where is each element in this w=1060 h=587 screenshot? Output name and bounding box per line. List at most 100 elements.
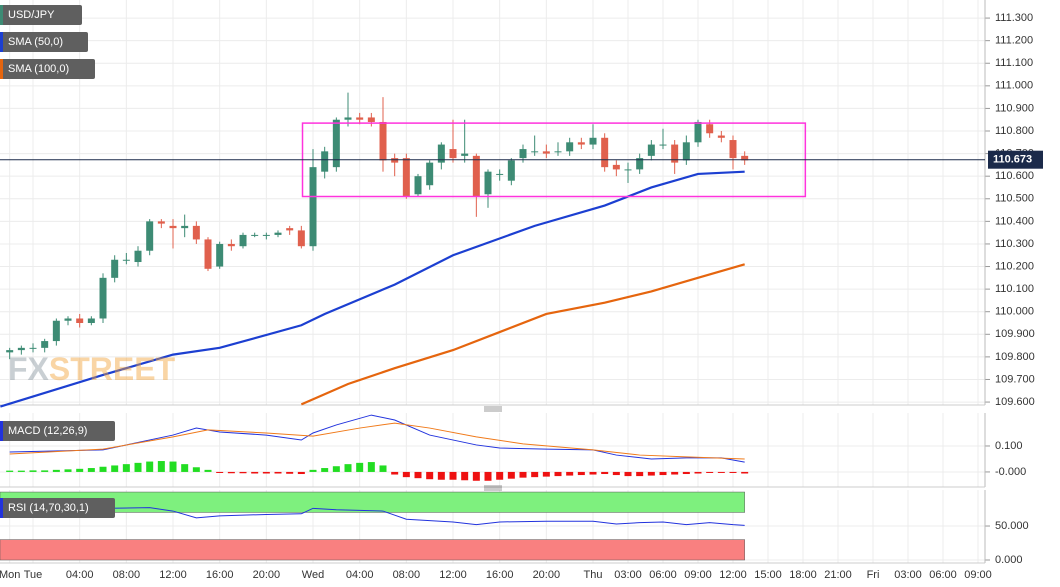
candle-body — [577, 142, 585, 145]
histogram-bar — [134, 462, 142, 472]
candle-body — [402, 158, 410, 197]
candle-body — [41, 341, 49, 348]
candle-body — [332, 119, 340, 168]
candle-body — [274, 232, 282, 235]
candle-body — [297, 230, 305, 247]
candle-body — [636, 158, 644, 170]
histogram-bar — [414, 471, 422, 479]
y-tick-label: 109.700 — [995, 373, 1035, 385]
candle-body — [286, 228, 294, 231]
last-price-box — [988, 150, 1043, 169]
candle-body — [426, 162, 434, 186]
candle-body — [251, 234, 259, 236]
candle-body — [239, 234, 247, 247]
y-tick-label: 111.300 — [995, 12, 1033, 24]
x-tick-label: 15:00 — [754, 569, 782, 581]
histogram-bar — [111, 465, 119, 472]
candle-body — [227, 243, 235, 247]
candle-body — [367, 117, 375, 122]
x-tick-label: Tue — [24, 569, 43, 581]
histogram-bar — [682, 471, 690, 475]
x-tick-label: Thu — [584, 569, 603, 581]
legend-box — [0, 498, 115, 518]
histogram-bar — [29, 470, 37, 472]
candle-body — [729, 140, 737, 159]
histogram-bar — [169, 461, 177, 472]
histogram-bar — [636, 471, 644, 477]
y-tick-label: 109.600 — [995, 396, 1035, 408]
y-tick-label: -0.000 — [995, 466, 1026, 478]
x-tick-label: 04:00 — [66, 569, 94, 581]
legend-label: RSI (14,70,30,1) — [8, 502, 89, 514]
candle-body — [309, 167, 317, 247]
histogram-bar — [227, 471, 235, 474]
histogram-bar — [542, 471, 550, 477]
candle-body — [216, 243, 224, 267]
histogram-bar — [531, 471, 539, 478]
sma-line — [0, 170, 745, 408]
plot-layer — [6, 414, 749, 481]
histogram-bar — [426, 471, 434, 480]
histogram-bar — [391, 471, 399, 475]
candle-body — [29, 347, 37, 349]
histogram-bar — [472, 471, 480, 481]
watermark-part: FX — [8, 351, 50, 387]
candle-body — [122, 259, 130, 261]
x-tick-label: 08:00 — [113, 569, 141, 581]
candle-body — [17, 347, 25, 351]
candle-body — [204, 239, 212, 269]
y-tick-label: 110.300 — [995, 238, 1034, 250]
x-tick-label: 16:00 — [206, 569, 234, 581]
histogram-bar — [204, 469, 212, 472]
legend-swatch — [0, 421, 3, 441]
x-tick-label: 12:00 — [159, 569, 187, 581]
legend-label: MACD (12,26,9) — [8, 425, 87, 437]
histogram-bar — [332, 466, 340, 472]
y-tick-label: 110.100 — [995, 283, 1034, 295]
legend-swatch — [0, 5, 3, 25]
histogram-bar — [262, 471, 270, 474]
rsi-band — [0, 539, 745, 561]
histogram-bar — [356, 462, 364, 472]
y-tick-label: 110.000 — [995, 306, 1034, 318]
candle-body — [542, 151, 550, 154]
histogram-bar — [122, 464, 130, 472]
candle-body — [601, 137, 609, 168]
histogram-bar — [437, 471, 445, 480]
legend-label: SMA (50,0) — [8, 36, 63, 48]
histogram-bar — [566, 471, 574, 476]
histogram-bar — [729, 471, 737, 473]
watermark: FXSTREET — [8, 351, 176, 387]
candle-body — [659, 144, 667, 146]
y-tick-label: 111.100 — [995, 57, 1033, 69]
histogram-bar — [99, 466, 107, 472]
y-tick-label: 0.100 — [995, 440, 1023, 452]
histogram-bar — [601, 471, 609, 475]
sma-line — [300, 263, 745, 406]
candle-body — [157, 221, 165, 224]
y-tick-label: 111.000 — [995, 80, 1033, 92]
watermark-part: STREET — [49, 351, 176, 387]
candle-body — [589, 137, 597, 145]
macd-line — [9, 422, 745, 460]
candle-body — [414, 176, 422, 195]
histogram-bar — [239, 471, 247, 474]
histogram-bar — [519, 471, 527, 478]
candle-body — [507, 160, 515, 181]
y-tick-label: 110.900 — [995, 102, 1034, 114]
x-tick-label: 20:00 — [253, 569, 281, 581]
histogram-bar — [146, 461, 154, 472]
histogram-bar — [706, 471, 714, 473]
panel-background — [0, 413, 985, 487]
candle-body — [449, 149, 457, 159]
histogram-bar — [181, 464, 189, 472]
y-tick-label: 50.000 — [995, 520, 1029, 532]
legend-box — [0, 421, 115, 441]
histogram-bar — [577, 471, 585, 476]
histogram-bar — [659, 471, 667, 476]
candle-body — [87, 318, 95, 324]
candle-body — [181, 225, 189, 229]
histogram-bar — [741, 471, 749, 474]
candle-body — [484, 171, 492, 195]
